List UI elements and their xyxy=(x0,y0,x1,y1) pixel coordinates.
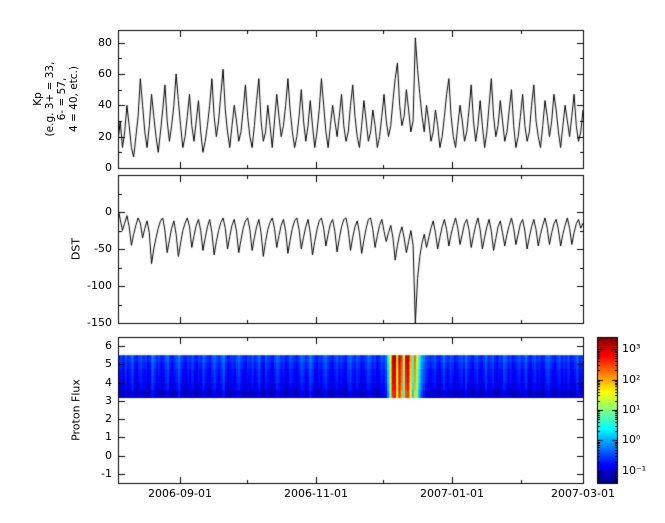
proton_flux-ytick-label: 3 xyxy=(105,393,112,407)
xtick-label-2: 2007-01-01 xyxy=(420,487,484,500)
proton_flux-ytick-label: -1 xyxy=(101,466,112,480)
dst-ytick-label: -50 xyxy=(94,242,112,255)
proton_flux-ytick-label: 5 xyxy=(105,357,112,371)
kp-ytick-label: 60 xyxy=(98,66,112,80)
proton_flux-ytick-label: 2 xyxy=(105,412,112,426)
proton_flux-ytick-label: 4 xyxy=(105,375,112,389)
colorbar-tick-label: 10⁰ xyxy=(622,433,641,447)
xtick-label-1: 2006-11-01 xyxy=(284,487,348,500)
dst-ytick-label: -100 xyxy=(87,279,112,292)
proton_flux-ytick-label: 6 xyxy=(105,339,112,353)
colorbar-tick-label: 10³ xyxy=(622,342,641,356)
proton_flux-ytick-label: 1 xyxy=(105,430,112,444)
kp-ytick-label: 40 xyxy=(98,98,112,112)
dst-ytick-label: 0 xyxy=(105,205,112,218)
xtick-label-0: 2006-09-01 xyxy=(148,487,212,500)
proton_flux-ytick-label: 0 xyxy=(105,448,112,462)
dst-ytick-label: -150 xyxy=(87,316,112,329)
kp-ytick-label: 80 xyxy=(98,35,112,49)
xtick-label-3: 2007-03-01 xyxy=(551,487,615,500)
kp-ytick-label: 0 xyxy=(105,161,112,174)
colorbar-tick-label: 10⁻¹ xyxy=(622,463,647,477)
colorbar-tick-label: 10² xyxy=(622,372,641,386)
colorbar-tick-label: 10¹ xyxy=(622,403,641,416)
kp-ytick-label: 20 xyxy=(98,129,112,143)
